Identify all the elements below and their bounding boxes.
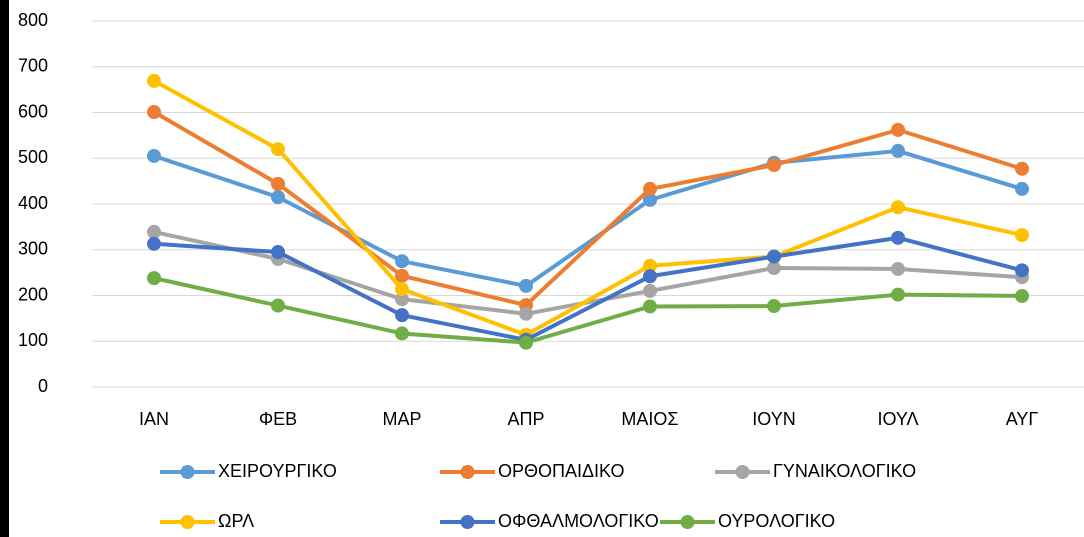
point <box>767 299 781 314</box>
point <box>891 122 905 137</box>
y-tick-label: 300 <box>18 239 48 259</box>
series-line <box>153 235 1023 342</box>
x-tick-label: ΙΟΥΛ <box>877 409 918 429</box>
x-tick-label: ΑΥΓ <box>1006 409 1039 429</box>
point <box>147 73 161 88</box>
series-line <box>153 276 1023 345</box>
point <box>891 230 905 245</box>
point <box>519 306 533 321</box>
point <box>767 158 781 173</box>
point <box>271 176 285 191</box>
x-tick-label: ΜΑΙΟΣ <box>621 409 678 429</box>
y-tick-label: 800 <box>18 10 48 30</box>
point <box>395 308 409 323</box>
point <box>891 200 905 215</box>
point <box>1015 161 1029 176</box>
point <box>147 148 161 163</box>
point <box>519 278 533 293</box>
x-tick-label: ΙΟΥΝ <box>752 409 795 429</box>
point <box>395 282 409 297</box>
point <box>519 335 533 350</box>
legend-marker <box>680 515 695 529</box>
point <box>1015 228 1029 243</box>
point <box>147 105 161 120</box>
y-tick-label: 500 <box>18 147 48 167</box>
legend-label: ΟΥΡΟΛΟΓΙΚΟ <box>718 511 835 531</box>
point <box>395 268 409 283</box>
point <box>643 192 657 207</box>
point <box>271 245 285 260</box>
point <box>395 254 409 269</box>
point <box>767 261 781 276</box>
point <box>643 299 657 314</box>
point <box>643 269 657 284</box>
point <box>1015 263 1029 278</box>
x-tick-label: ΜΑΡ <box>382 409 421 429</box>
point <box>147 271 161 286</box>
point <box>271 298 285 313</box>
legend-marker <box>180 515 195 529</box>
x-tick-label: ΦΕΒ <box>259 409 297 429</box>
series-line <box>153 79 1023 337</box>
series-line <box>153 148 1023 288</box>
y-tick-label: 600 <box>18 101 48 121</box>
legend-label: ΓΥΝΑΙΚΟΛΟΓΙΚΟ <box>773 461 916 481</box>
point <box>271 190 285 205</box>
point <box>767 249 781 264</box>
point <box>891 143 905 158</box>
point <box>395 326 409 341</box>
x-tick-label: ΑΠΡ <box>507 409 544 429</box>
point <box>395 292 409 307</box>
point <box>643 283 657 298</box>
legend-label: ΟΡΘΟΠΑΙΔΙΚΟ <box>498 461 625 481</box>
legend-marker <box>180 465 195 479</box>
point <box>1015 181 1029 196</box>
legend-marker <box>460 515 475 529</box>
series-line <box>152 110 1023 308</box>
y-tick-label: 0 <box>38 376 48 396</box>
point <box>643 181 657 196</box>
y-tick-label: 400 <box>18 193 48 213</box>
point <box>643 258 657 273</box>
point <box>147 224 161 239</box>
legend-label: ΧΕΙΡΟΥΡΓΙΚΟ <box>218 461 337 481</box>
y-tick-label: 100 <box>18 330 48 350</box>
legend-marker <box>735 465 750 479</box>
point <box>891 261 905 276</box>
y-tick-label: 700 <box>18 56 48 76</box>
legend-label: ΟΦΘΑΛΜΟΛΟΓΙΚΟ <box>498 511 659 531</box>
point <box>1015 288 1029 303</box>
left-border <box>0 0 9 537</box>
legend-marker <box>460 465 475 479</box>
x-tick-label: ΙΑΝ <box>139 409 169 429</box>
y-tick-label: 200 <box>18 284 48 304</box>
point <box>271 142 285 157</box>
point <box>891 287 905 302</box>
legend-label: ΩΡΛ <box>218 511 254 531</box>
point <box>147 236 161 251</box>
